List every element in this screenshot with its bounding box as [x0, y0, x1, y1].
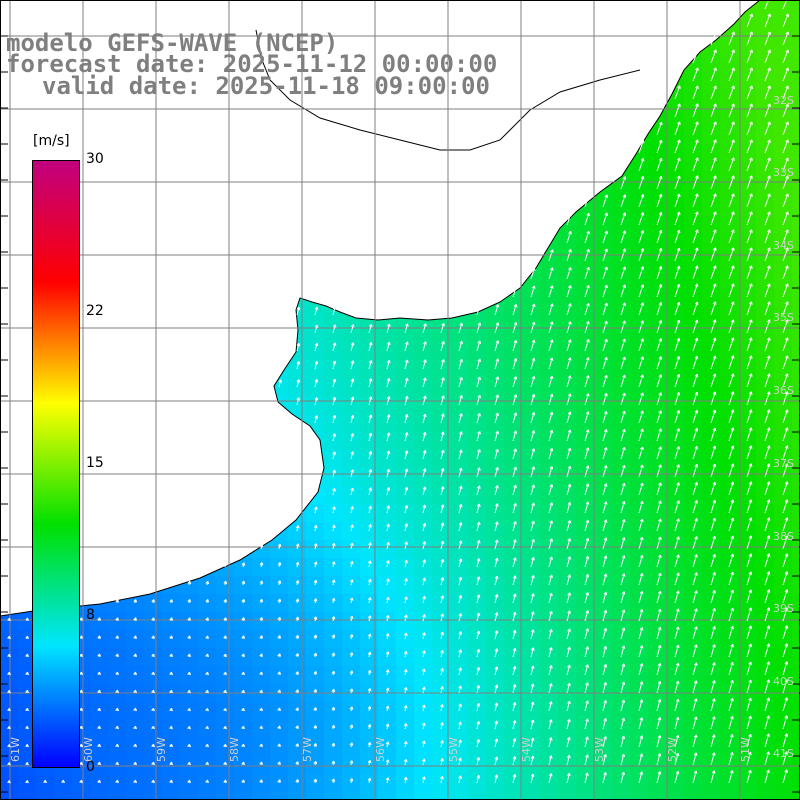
lon-label: 61W [9, 737, 22, 762]
lat-label: 38S [773, 530, 794, 543]
lat-label: 39S [773, 602, 794, 615]
lat-label: 36S [773, 384, 794, 397]
lon-label: 53W [593, 737, 606, 762]
lon-label: 56W [374, 737, 387, 762]
lat-label: 41S [773, 747, 794, 760]
lat-label: 33S [773, 166, 794, 179]
colorbar-tick-30: 30 [86, 151, 104, 167]
country-border [255, 29, 641, 151]
title-forecast-date: forecast date: 2025-11-12 00:00:00 [6, 50, 498, 78]
lon-label: 58W [228, 737, 241, 762]
lat-label: 35S [773, 311, 794, 324]
land-area [0, 0, 800, 616]
lon-label: 52W [666, 737, 679, 762]
lon-label: 59W [155, 737, 168, 762]
title-valid-date: valid date: 2025-11-18 09:00:00 [42, 72, 490, 100]
colorbar-tick-0: 0 [86, 759, 95, 775]
lon-label: 51W [739, 737, 752, 762]
lon-label: 55W [447, 737, 460, 762]
coastline [0, 0, 761, 617]
wind-vectors [7, 0, 789, 784]
lon-label: 57W [301, 737, 314, 762]
lon-label: 60W [82, 737, 95, 762]
lat-label: 37S [773, 457, 794, 470]
colorbar-tick-8: 8 [86, 607, 95, 623]
colorbar-tick-22: 22 [86, 303, 104, 319]
lat-label: 34S [773, 239, 794, 252]
lon-label: 54W [520, 737, 533, 762]
colorbar-unit: [m/s] [33, 133, 70, 149]
title-model: modelo GEFS-WAVE (NCEP) [6, 29, 339, 57]
lat-label: 40S [773, 675, 794, 688]
colorbar [32, 160, 80, 768]
colorbar-tick-15: 15 [86, 455, 104, 471]
lat-label: 32S [773, 94, 794, 107]
